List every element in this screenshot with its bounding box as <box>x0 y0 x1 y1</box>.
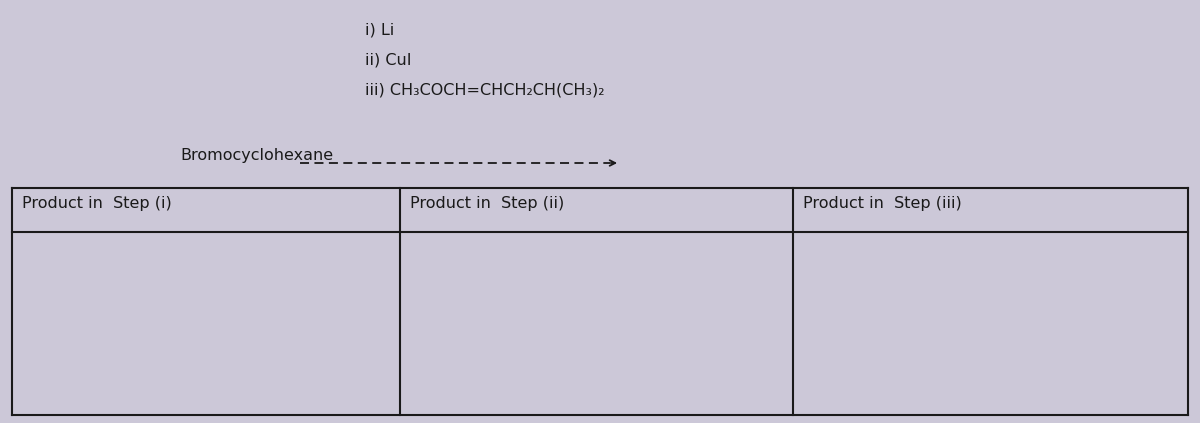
Text: ii) CuI: ii) CuI <box>365 52 412 67</box>
Text: Product in  Step (i): Product in Step (i) <box>22 196 172 211</box>
Text: i) Li: i) Li <box>365 22 395 37</box>
Text: iii) CH₃COCH=CHCH₂CH(CH₃)₂: iii) CH₃COCH=CHCH₂CH(CH₃)₂ <box>365 82 605 97</box>
Text: Product in  Step (ii): Product in Step (ii) <box>410 196 564 211</box>
Text: Bromocyclohexane: Bromocyclohexane <box>180 148 334 162</box>
Text: Product in  Step (iii): Product in Step (iii) <box>803 196 961 211</box>
